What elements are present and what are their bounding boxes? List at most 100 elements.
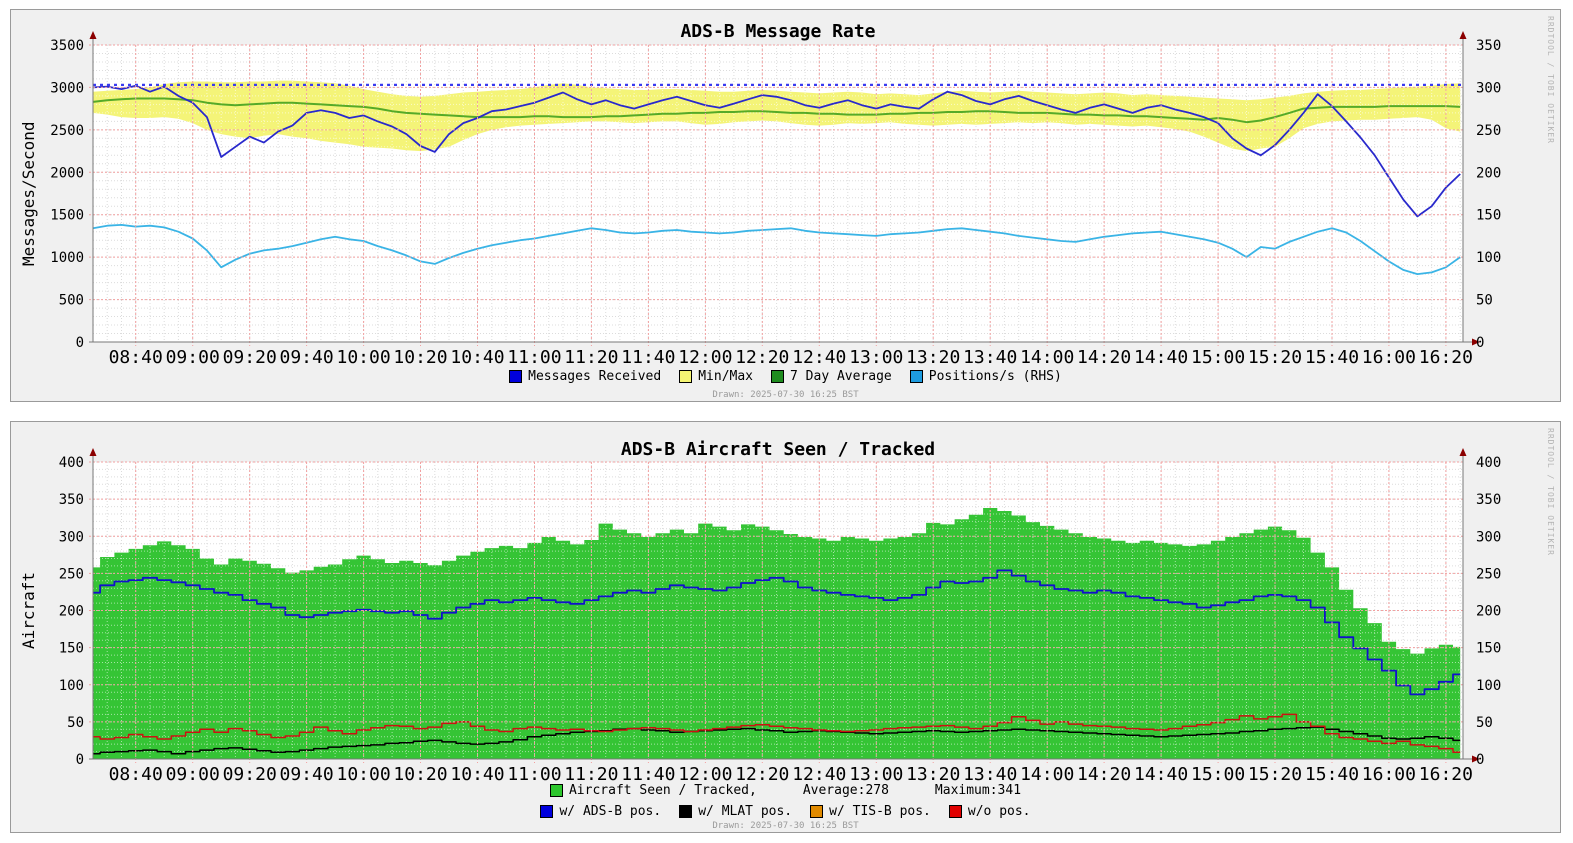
svg-text:15:40: 15:40	[1305, 764, 1359, 785]
svg-text:12:40: 12:40	[792, 764, 846, 785]
svg-text:500: 500	[59, 293, 84, 309]
svg-text:300: 300	[1476, 80, 1501, 96]
svg-text:09:20: 09:20	[223, 347, 277, 368]
svg-text:13:40: 13:40	[963, 764, 1017, 785]
legend-label: Aircraft Seen / Tracked,	[568, 783, 757, 798]
aircraft-chart-canvas: 0 50 100 150 200 250 300 350 400 0 50 100 150 200 250 3…	[59, 448, 1501, 785]
svg-text:400: 400	[1476, 455, 1501, 471]
legend-label: 7 Day Average	[790, 369, 892, 384]
maximum-stat: Maximum:341	[934, 783, 1022, 798]
y-axis-label: Aircraft	[19, 571, 38, 650]
svg-text:11:20: 11:20	[564, 347, 618, 368]
svg-text:12:20: 12:20	[735, 764, 789, 785]
svg-text:350: 350	[1476, 492, 1501, 508]
rrdtool-watermark: RRDTOOL / TOBI OETIKER	[1546, 16, 1555, 144]
average-stat: Average:278	[802, 783, 889, 798]
svg-text:200: 200	[59, 604, 84, 620]
svg-text:100: 100	[59, 678, 84, 694]
legend-item: w/o pos.	[948, 804, 1031, 819]
legend-item: 7 Day Average	[771, 369, 892, 384]
chart-title: ADS-B Message Rate	[680, 21, 876, 42]
svg-text:13:40: 13:40	[963, 347, 1017, 368]
svg-text:400: 400	[59, 455, 84, 471]
svg-text:08:40: 08:40	[109, 764, 163, 785]
svg-text:100: 100	[1476, 678, 1501, 694]
svg-text:50: 50	[1476, 293, 1493, 309]
legend-item: w/ ADS-B pos.	[540, 804, 661, 819]
svg-text:08:40: 08:40	[109, 347, 163, 368]
svg-text:150: 150	[59, 641, 84, 657]
svg-text:250: 250	[1476, 123, 1501, 139]
svg-text:13:20: 13:20	[906, 764, 960, 785]
svg-text:14:00: 14:00	[1020, 347, 1074, 368]
svg-text:16:20: 16:20	[1419, 764, 1473, 785]
mlat-pos-swatch	[679, 805, 693, 818]
svg-text:0: 0	[1476, 752, 1484, 768]
legend-item: Positions/s (RHS)	[909, 369, 1062, 384]
svg-text:09:20: 09:20	[223, 764, 277, 785]
legend-item: Aircraft Seen / Tracked,	[549, 783, 757, 798]
svg-text:3500: 3500	[50, 38, 84, 54]
svg-text:13:00: 13:00	[849, 764, 903, 785]
legend-label: Min/Max	[698, 369, 754, 384]
svg-text:12:20: 12:20	[735, 347, 789, 368]
legend-label: w/ ADS-B pos.	[559, 804, 662, 819]
message-rate-panel: 0 500 1000 1500 2000 2500 3000 3500 0 50 100 150 200…	[10, 9, 1561, 402]
svg-text:200: 200	[1476, 165, 1501, 181]
legend-label: Messages Received	[528, 369, 662, 384]
svg-text:16:00: 16:00	[1362, 347, 1416, 368]
wo-pos-swatch	[948, 805, 962, 818]
min-max-swatch	[679, 370, 693, 383]
svg-text:3000: 3000	[50, 80, 84, 96]
svg-text:09:00: 09:00	[166, 764, 220, 785]
svg-text:300: 300	[59, 529, 84, 545]
svg-text:15:40: 15:40	[1305, 347, 1359, 368]
svg-text:11:40: 11:40	[621, 347, 675, 368]
svg-text:09:00: 09:00	[166, 347, 220, 368]
svg-text:10:40: 10:40	[450, 764, 504, 785]
svg-text:150: 150	[1476, 208, 1501, 224]
legend-item: Min/Max	[679, 369, 753, 384]
svg-text:13:20: 13:20	[906, 347, 960, 368]
legend-item: w/ MLAT pos.	[679, 804, 792, 819]
svg-text:11:20: 11:20	[564, 764, 618, 785]
svg-text:14:20: 14:20	[1077, 764, 1131, 785]
svg-text:150: 150	[1476, 641, 1501, 657]
adsb-pos-swatch	[540, 805, 554, 818]
svg-text:15:00: 15:00	[1191, 347, 1245, 368]
svg-text:12:40: 12:40	[792, 347, 846, 368]
svg-text:200: 200	[1476, 604, 1501, 620]
legend-label: Positions/s (RHS)	[928, 369, 1062, 384]
rrdtool-watermark: RRDTOOL / TOBI OETIKER	[1546, 428, 1555, 556]
svg-text:15:20: 15:20	[1248, 764, 1302, 785]
drawn-timestamp: Drawn: 2025-07-30 16:25 BST	[712, 390, 859, 400]
svg-text:250: 250	[59, 566, 84, 582]
svg-text:1500: 1500	[50, 208, 84, 224]
aircraft-seen-swatch	[549, 784, 563, 797]
legend-label: w/ MLAT pos.	[698, 804, 793, 819]
legend-row-2: w/ ADS-B pos. w/ MLAT pos. w/ TIS-B pos.…	[11, 804, 1560, 819]
legend-label: w/o pos.	[967, 804, 1031, 819]
svg-text:10:40: 10:40	[450, 347, 504, 368]
svg-text:15:00: 15:00	[1191, 764, 1245, 785]
legend-item: w/ TIS-B pos.	[810, 804, 931, 819]
y-axis-label: Messages/Second	[19, 121, 38, 266]
svg-text:14:20: 14:20	[1077, 347, 1131, 368]
svg-text:0: 0	[76, 752, 84, 768]
svg-text:14:40: 14:40	[1134, 764, 1188, 785]
svg-text:1000: 1000	[50, 250, 84, 266]
svg-text:16:20: 16:20	[1419, 347, 1473, 368]
legend-row-1: Aircraft Seen / Tracked, Average:278 Max…	[11, 783, 1560, 798]
svg-text:2000: 2000	[50, 165, 84, 181]
svg-text:11:00: 11:00	[507, 764, 561, 785]
svg-text:350: 350	[1476, 38, 1501, 54]
svg-text:10:20: 10:20	[393, 764, 447, 785]
svg-text:14:00: 14:00	[1020, 764, 1074, 785]
legend-item: Messages Received	[509, 369, 661, 384]
svg-text:11:00: 11:00	[507, 347, 561, 368]
svg-text:50: 50	[67, 715, 84, 731]
svg-text:13:00: 13:00	[849, 347, 903, 368]
svg-text:10:20: 10:20	[393, 347, 447, 368]
svg-text:15:20: 15:20	[1248, 347, 1302, 368]
svg-text:0: 0	[1476, 335, 1484, 351]
